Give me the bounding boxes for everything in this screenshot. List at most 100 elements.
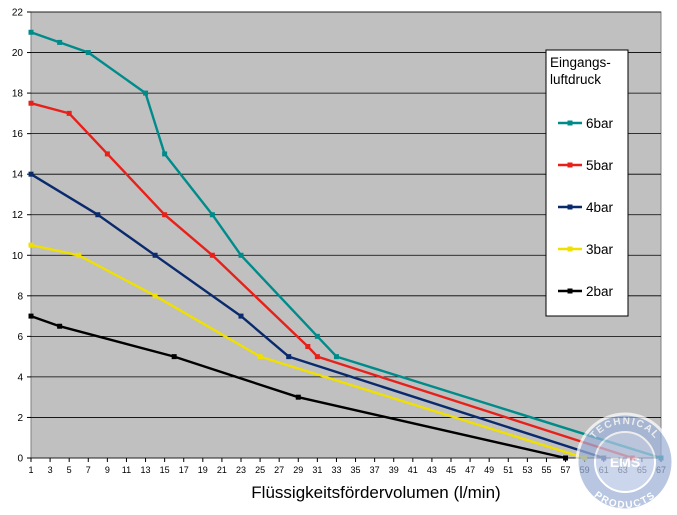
y-tick-label: 6 — [17, 332, 23, 343]
series-line — [29, 31, 663, 460]
y-tick-label: 10 — [12, 251, 24, 262]
legend-box — [545, 49, 629, 317]
x-tick-label: 41 — [408, 465, 418, 475]
data-marker — [28, 29, 34, 35]
data-marker — [238, 252, 244, 258]
data-marker — [76, 252, 82, 258]
x-tick-label: 27 — [274, 465, 284, 475]
y-tick-label: 16 — [12, 129, 24, 140]
data-marker — [28, 242, 34, 248]
data-marker — [28, 100, 34, 106]
y-tick-label: 12 — [12, 210, 24, 221]
legend-item-4bar: 4bar — [558, 200, 614, 215]
legend-item-6bar: 6bar — [558, 116, 614, 131]
data-marker — [563, 455, 569, 461]
data-marker — [28, 313, 34, 319]
legend-label: 5bar — [586, 158, 614, 173]
data-marker — [171, 354, 177, 360]
legend-label: 3bar — [586, 242, 614, 257]
y-tick-label: 8 — [17, 291, 23, 302]
data-marker — [295, 394, 301, 400]
data-marker — [209, 252, 215, 258]
legend-marker — [567, 288, 573, 294]
data-marker — [162, 151, 168, 157]
x-tick-label: 57 — [561, 465, 571, 475]
x-tick-label: 33 — [331, 465, 341, 475]
data-marker — [104, 151, 110, 157]
x-tick-label: 11 — [122, 465, 131, 475]
x-tick-label: 5 — [67, 465, 72, 475]
x-tick-label: 31 — [312, 465, 322, 475]
data-marker — [95, 212, 101, 218]
data-marker — [286, 354, 292, 360]
data-marker — [162, 212, 168, 218]
x-axis-ticks: 1 3 5 7 9 11 13 15 17 19 21 23 25 27 29 31 33 35 37 39 41 43 4… — [28, 458, 666, 475]
x-tick-label: 17 — [179, 465, 189, 475]
data-marker — [333, 354, 339, 360]
x-tick-label: 49 — [484, 465, 494, 475]
series-2bar — [28, 313, 569, 461]
legend-item-5bar: 5bar — [558, 158, 614, 173]
data-marker — [57, 39, 63, 45]
y-tick-label: 4 — [17, 372, 23, 383]
x-tick-label: 3 — [48, 465, 53, 475]
x-tick-label: 21 — [217, 465, 227, 475]
legend-item-2bar: 2bar — [558, 284, 614, 299]
x-tick-label: 53 — [522, 465, 532, 475]
seal-center-text: EMS — [610, 454, 640, 470]
x-tick-label: 39 — [389, 465, 399, 475]
x-tick-label: 37 — [370, 465, 380, 475]
x-tick-label: 43 — [427, 465, 437, 475]
seal-core — [594, 431, 656, 493]
legend-label: 6bar — [586, 116, 614, 131]
x-tick-label: 25 — [255, 465, 265, 475]
y-tick-label: 2 — [17, 413, 23, 424]
series-lines — [28, 29, 664, 461]
x-tick-label: 45 — [446, 465, 456, 475]
data-marker — [257, 354, 263, 360]
x-tick-label: 51 — [503, 465, 513, 475]
legend-label: 2bar — [586, 284, 614, 299]
data-marker — [152, 293, 158, 299]
series-line — [29, 172, 605, 460]
y-axis-ticks: 0 2 4 6 8 10 12 14 16 18 20 22 — [12, 8, 31, 465]
legend-marker — [567, 246, 573, 252]
x-tick-label: 55 — [541, 465, 551, 475]
data-marker — [314, 354, 320, 360]
data-marker — [152, 252, 158, 258]
x-axis-title: Flüssigkeitsfördervolumen (l/min) — [251, 483, 500, 502]
x-tick-label: 15 — [160, 465, 170, 475]
legend-marker — [567, 162, 573, 168]
x-tick-label: 23 — [236, 465, 246, 475]
legend: Eingangs-luftdruck 6bar 5bar 4bar 3bar 2bar — [545, 49, 629, 317]
data-marker — [305, 344, 311, 349]
legend-item-3bar: 3bar — [558, 242, 614, 257]
y-tick-label: 18 — [12, 89, 24, 100]
y-tick-label: 14 — [12, 170, 24, 181]
x-tick-label: 29 — [293, 465, 303, 475]
data-marker — [85, 50, 91, 56]
x-tick-label: 1 — [28, 465, 33, 475]
y-tick-label: 22 — [12, 8, 24, 19]
legend-label: 4bar — [586, 200, 614, 215]
legend-title: luftdruck — [550, 72, 601, 87]
legend-title: Eingangs- — [550, 55, 611, 70]
data-marker — [209, 212, 215, 218]
y-tick-label: 0 — [17, 454, 23, 465]
x-tick-label: 19 — [198, 465, 208, 475]
x-tick-label: 9 — [105, 465, 110, 475]
data-marker — [66, 110, 72, 116]
data-marker — [57, 323, 63, 329]
legend-marker — [567, 120, 573, 126]
data-marker — [314, 333, 320, 339]
data-marker — [238, 313, 244, 319]
x-tick-label: 7 — [86, 465, 91, 475]
x-tick-label: 35 — [351, 465, 361, 475]
y-tick-label: 20 — [12, 48, 24, 59]
data-marker — [28, 171, 34, 177]
x-tick-label: 47 — [465, 465, 475, 475]
legend-marker — [567, 204, 573, 210]
